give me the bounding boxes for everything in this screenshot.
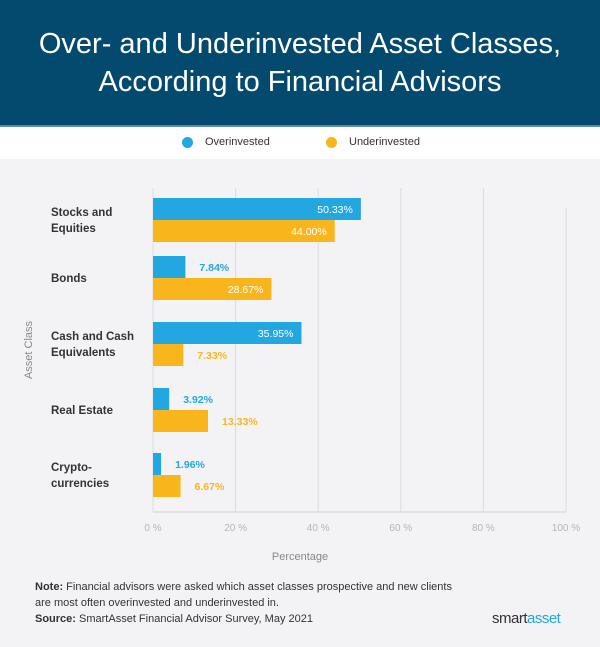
x-tick-label: 0 % bbox=[144, 523, 161, 534]
legend: Overinvested Underinvested bbox=[0, 127, 600, 159]
smartasset-logo: smartasset bbox=[492, 610, 561, 627]
bar-underinvested bbox=[153, 220, 335, 242]
data-label: 3.92% bbox=[183, 394, 213, 406]
bar-overinvested bbox=[153, 322, 302, 344]
bar-overinvested bbox=[153, 256, 186, 278]
x-tick-label: 60 % bbox=[389, 523, 412, 534]
chart-title: Over- and Underinvested Asset Classes, Ac… bbox=[38, 28, 562, 98]
chart-header: Over- and Underinvested Asset Classes, Ac… bbox=[0, 0, 600, 127]
data-label: 7.33% bbox=[197, 350, 227, 362]
bar-overinvested bbox=[153, 198, 361, 220]
category-label: Crypto- bbox=[51, 462, 92, 474]
legend-dot-icon bbox=[182, 136, 193, 148]
category-label: Equities bbox=[51, 223, 96, 235]
data-label: 35.95% bbox=[258, 328, 294, 340]
bar-underinvested bbox=[153, 278, 272, 300]
y-axis-label: Asset Class bbox=[23, 320, 35, 379]
bar-overinvested bbox=[153, 388, 170, 410]
x-tick-label: 80 % bbox=[472, 523, 495, 534]
note: Note: Financial advisors were asked whic… bbox=[35, 581, 452, 609]
data-label: 28.67% bbox=[228, 284, 264, 296]
category-label: Stocks and bbox=[51, 207, 112, 219]
bar-overinvested bbox=[153, 453, 162, 475]
data-label: 44.00% bbox=[291, 226, 327, 238]
legend-underinvested: Underinvested bbox=[326, 136, 420, 148]
data-label: 1.96% bbox=[175, 459, 205, 471]
data-label: 13.33% bbox=[222, 416, 258, 428]
x-tick-label: 100 % bbox=[552, 523, 580, 534]
bar-underinvested bbox=[153, 344, 184, 366]
legend-dot-icon bbox=[326, 136, 337, 148]
source: Source: SmartAsset Financial Advisor Sur… bbox=[35, 613, 313, 625]
x-tick-label: 40 % bbox=[307, 523, 330, 534]
category-label: Equivalents bbox=[51, 347, 116, 359]
data-label: 6.67% bbox=[195, 481, 225, 493]
data-label: 7.84% bbox=[199, 262, 229, 274]
x-tick-label: 20 % bbox=[224, 523, 247, 534]
category-label: Cash and Cash bbox=[51, 331, 134, 343]
category-label: Real Estate bbox=[51, 405, 113, 417]
x-axis-label: Percentage bbox=[272, 551, 328, 563]
bar-underinvested bbox=[153, 410, 209, 432]
data-label: 50.33% bbox=[317, 204, 353, 216]
category-label: Bonds bbox=[51, 273, 87, 285]
category-label: currencies bbox=[51, 478, 109, 490]
bar-underinvested bbox=[153, 475, 181, 497]
legend-overinvested: Overinvested bbox=[182, 136, 270, 148]
